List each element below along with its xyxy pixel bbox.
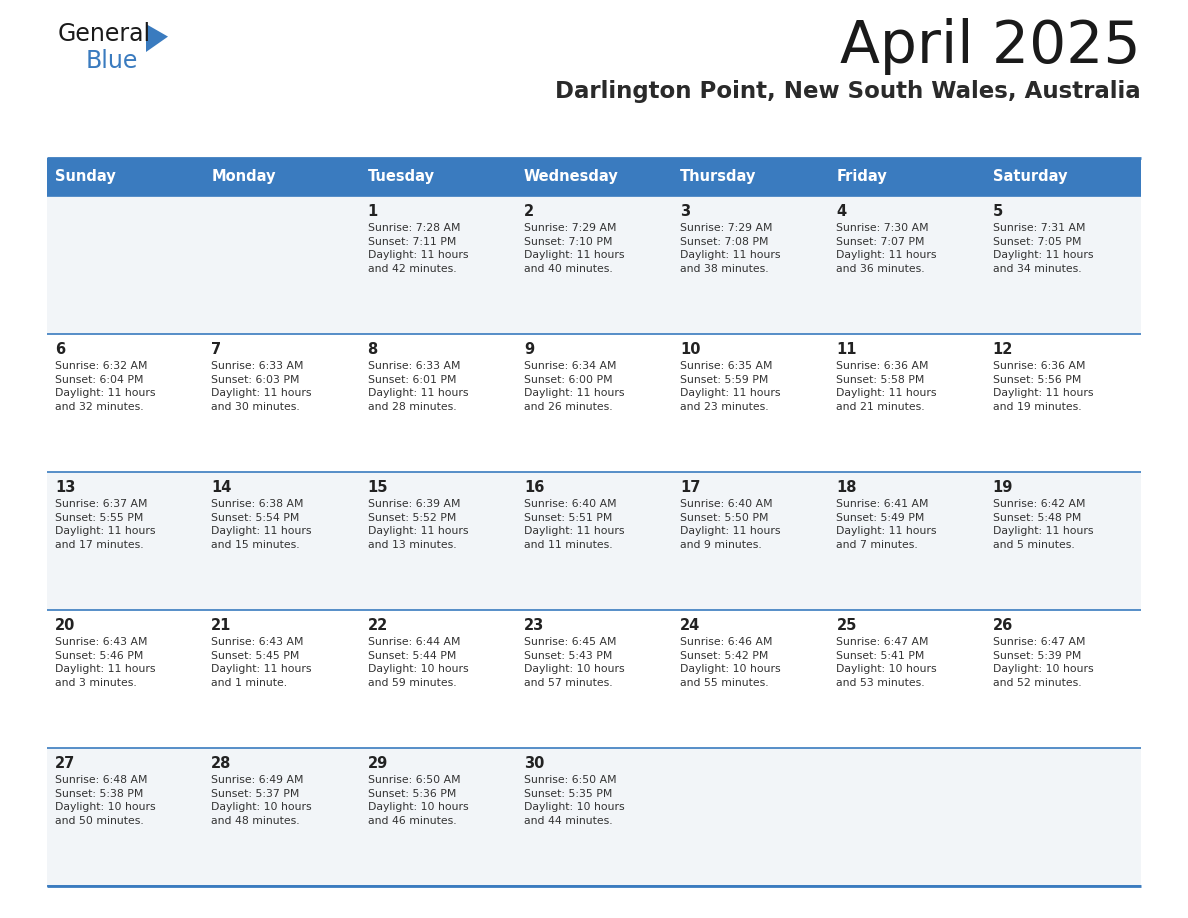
Text: 8: 8 xyxy=(367,342,378,357)
Text: 3: 3 xyxy=(681,204,690,219)
Text: 12: 12 xyxy=(993,342,1013,357)
Text: Sunrise: 6:50 AM
Sunset: 5:36 PM
Daylight: 10 hours
and 46 minutes.: Sunrise: 6:50 AM Sunset: 5:36 PM Dayligh… xyxy=(367,775,468,826)
Text: Sunrise: 6:45 AM
Sunset: 5:43 PM
Daylight: 10 hours
and 57 minutes.: Sunrise: 6:45 AM Sunset: 5:43 PM Dayligh… xyxy=(524,637,625,688)
Text: Sunrise: 6:40 AM
Sunset: 5:51 PM
Daylight: 11 hours
and 11 minutes.: Sunrise: 6:40 AM Sunset: 5:51 PM Dayligh… xyxy=(524,499,625,550)
Text: Sunrise: 6:36 AM
Sunset: 5:58 PM
Daylight: 11 hours
and 21 minutes.: Sunrise: 6:36 AM Sunset: 5:58 PM Dayligh… xyxy=(836,361,937,412)
Text: Sunday: Sunday xyxy=(55,170,115,185)
Text: 6: 6 xyxy=(55,342,65,357)
Text: 18: 18 xyxy=(836,480,857,495)
Text: Sunrise: 7:28 AM
Sunset: 7:11 PM
Daylight: 11 hours
and 42 minutes.: Sunrise: 7:28 AM Sunset: 7:11 PM Dayligh… xyxy=(367,223,468,274)
Text: 21: 21 xyxy=(211,618,232,633)
Text: 20: 20 xyxy=(55,618,75,633)
Text: Sunrise: 6:33 AM
Sunset: 6:01 PM
Daylight: 11 hours
and 28 minutes.: Sunrise: 6:33 AM Sunset: 6:01 PM Dayligh… xyxy=(367,361,468,412)
Text: Sunrise: 6:50 AM
Sunset: 5:35 PM
Daylight: 10 hours
and 44 minutes.: Sunrise: 6:50 AM Sunset: 5:35 PM Dayligh… xyxy=(524,775,625,826)
Text: 28: 28 xyxy=(211,756,232,771)
Text: Sunrise: 6:41 AM
Sunset: 5:49 PM
Daylight: 11 hours
and 7 minutes.: Sunrise: 6:41 AM Sunset: 5:49 PM Dayligh… xyxy=(836,499,937,550)
Text: Monday: Monday xyxy=(211,170,276,185)
Text: Sunrise: 6:32 AM
Sunset: 6:04 PM
Daylight: 11 hours
and 32 minutes.: Sunrise: 6:32 AM Sunset: 6:04 PM Dayligh… xyxy=(55,361,156,412)
Bar xyxy=(48,472,1140,610)
Polygon shape xyxy=(146,24,168,52)
Text: 2: 2 xyxy=(524,204,533,219)
Text: Thursday: Thursday xyxy=(681,170,757,185)
Text: Wednesday: Wednesday xyxy=(524,170,619,185)
Text: Sunrise: 6:37 AM
Sunset: 5:55 PM
Daylight: 11 hours
and 17 minutes.: Sunrise: 6:37 AM Sunset: 5:55 PM Dayligh… xyxy=(55,499,156,550)
Text: General: General xyxy=(58,22,151,46)
Text: Sunrise: 6:43 AM
Sunset: 5:45 PM
Daylight: 11 hours
and 1 minute.: Sunrise: 6:43 AM Sunset: 5:45 PM Dayligh… xyxy=(211,637,311,688)
Bar xyxy=(48,748,1140,886)
Text: Sunrise: 7:29 AM
Sunset: 7:08 PM
Daylight: 11 hours
and 38 minutes.: Sunrise: 7:29 AM Sunset: 7:08 PM Dayligh… xyxy=(681,223,781,274)
Text: 27: 27 xyxy=(55,756,75,771)
Text: 10: 10 xyxy=(681,342,701,357)
Text: 5: 5 xyxy=(993,204,1003,219)
Text: Tuesday: Tuesday xyxy=(367,170,435,185)
Text: Sunrise: 6:33 AM
Sunset: 6:03 PM
Daylight: 11 hours
and 30 minutes.: Sunrise: 6:33 AM Sunset: 6:03 PM Dayligh… xyxy=(211,361,311,412)
Text: Sunrise: 6:46 AM
Sunset: 5:42 PM
Daylight: 10 hours
and 55 minutes.: Sunrise: 6:46 AM Sunset: 5:42 PM Dayligh… xyxy=(681,637,781,688)
Text: 7: 7 xyxy=(211,342,221,357)
Text: 14: 14 xyxy=(211,480,232,495)
Text: Sunrise: 6:39 AM
Sunset: 5:52 PM
Daylight: 11 hours
and 13 minutes.: Sunrise: 6:39 AM Sunset: 5:52 PM Dayligh… xyxy=(367,499,468,550)
Text: Sunrise: 6:34 AM
Sunset: 6:00 PM
Daylight: 11 hours
and 26 minutes.: Sunrise: 6:34 AM Sunset: 6:00 PM Dayligh… xyxy=(524,361,625,412)
Text: Sunrise: 6:47 AM
Sunset: 5:39 PM
Daylight: 10 hours
and 52 minutes.: Sunrise: 6:47 AM Sunset: 5:39 PM Dayligh… xyxy=(993,637,1093,688)
Text: 19: 19 xyxy=(993,480,1013,495)
Text: 11: 11 xyxy=(836,342,857,357)
Text: Sunrise: 6:42 AM
Sunset: 5:48 PM
Daylight: 11 hours
and 5 minutes.: Sunrise: 6:42 AM Sunset: 5:48 PM Dayligh… xyxy=(993,499,1093,550)
Text: 22: 22 xyxy=(367,618,387,633)
Text: Sunrise: 6:38 AM
Sunset: 5:54 PM
Daylight: 11 hours
and 15 minutes.: Sunrise: 6:38 AM Sunset: 5:54 PM Dayligh… xyxy=(211,499,311,550)
Text: Sunrise: 7:30 AM
Sunset: 7:07 PM
Daylight: 11 hours
and 36 minutes.: Sunrise: 7:30 AM Sunset: 7:07 PM Dayligh… xyxy=(836,223,937,274)
Text: Sunrise: 6:40 AM
Sunset: 5:50 PM
Daylight: 11 hours
and 9 minutes.: Sunrise: 6:40 AM Sunset: 5:50 PM Dayligh… xyxy=(681,499,781,550)
Text: Sunrise: 6:47 AM
Sunset: 5:41 PM
Daylight: 10 hours
and 53 minutes.: Sunrise: 6:47 AM Sunset: 5:41 PM Dayligh… xyxy=(836,637,937,688)
Text: 1: 1 xyxy=(367,204,378,219)
Text: 17: 17 xyxy=(681,480,701,495)
Text: 16: 16 xyxy=(524,480,544,495)
Text: Sunrise: 6:35 AM
Sunset: 5:59 PM
Daylight: 11 hours
and 23 minutes.: Sunrise: 6:35 AM Sunset: 5:59 PM Dayligh… xyxy=(681,361,781,412)
Text: Sunrise: 6:48 AM
Sunset: 5:38 PM
Daylight: 10 hours
and 50 minutes.: Sunrise: 6:48 AM Sunset: 5:38 PM Dayligh… xyxy=(55,775,156,826)
Text: Sunrise: 7:29 AM
Sunset: 7:10 PM
Daylight: 11 hours
and 40 minutes.: Sunrise: 7:29 AM Sunset: 7:10 PM Dayligh… xyxy=(524,223,625,274)
Text: Sunrise: 7:31 AM
Sunset: 7:05 PM
Daylight: 11 hours
and 34 minutes.: Sunrise: 7:31 AM Sunset: 7:05 PM Dayligh… xyxy=(993,223,1093,274)
Text: Sunrise: 6:44 AM
Sunset: 5:44 PM
Daylight: 10 hours
and 59 minutes.: Sunrise: 6:44 AM Sunset: 5:44 PM Dayligh… xyxy=(367,637,468,688)
Bar xyxy=(48,610,1140,748)
Bar xyxy=(360,158,516,196)
Bar xyxy=(516,158,672,196)
Text: 29: 29 xyxy=(367,756,387,771)
Text: Friday: Friday xyxy=(836,170,887,185)
Text: Darlington Point, New South Wales, Australia: Darlington Point, New South Wales, Austr… xyxy=(555,80,1140,103)
Bar xyxy=(48,334,1140,472)
Text: April 2025: April 2025 xyxy=(840,18,1140,75)
Bar xyxy=(828,158,985,196)
Text: 9: 9 xyxy=(524,342,533,357)
Text: 25: 25 xyxy=(836,618,857,633)
Bar xyxy=(985,158,1140,196)
Text: 13: 13 xyxy=(55,480,75,495)
Text: 26: 26 xyxy=(993,618,1013,633)
Text: Saturday: Saturday xyxy=(993,170,1067,185)
Bar xyxy=(672,158,828,196)
Text: 30: 30 xyxy=(524,756,544,771)
Text: Sunrise: 6:36 AM
Sunset: 5:56 PM
Daylight: 11 hours
and 19 minutes.: Sunrise: 6:36 AM Sunset: 5:56 PM Dayligh… xyxy=(993,361,1093,412)
Text: Blue: Blue xyxy=(86,49,138,73)
Bar xyxy=(48,196,1140,334)
Text: 23: 23 xyxy=(524,618,544,633)
Text: 4: 4 xyxy=(836,204,847,219)
Text: Sunrise: 6:49 AM
Sunset: 5:37 PM
Daylight: 10 hours
and 48 minutes.: Sunrise: 6:49 AM Sunset: 5:37 PM Dayligh… xyxy=(211,775,312,826)
Text: 24: 24 xyxy=(681,618,701,633)
Bar xyxy=(203,158,360,196)
Text: 15: 15 xyxy=(367,480,388,495)
Bar xyxy=(48,158,203,196)
Text: Sunrise: 6:43 AM
Sunset: 5:46 PM
Daylight: 11 hours
and 3 minutes.: Sunrise: 6:43 AM Sunset: 5:46 PM Dayligh… xyxy=(55,637,156,688)
